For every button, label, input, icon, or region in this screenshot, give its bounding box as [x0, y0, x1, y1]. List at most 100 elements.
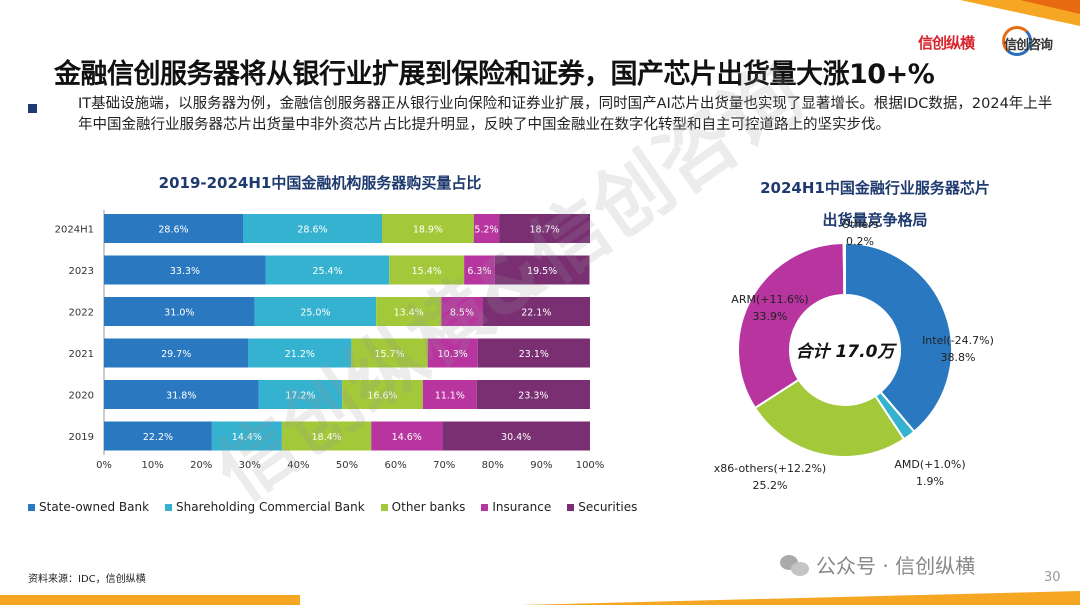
donut-value-label: 1.9%	[916, 475, 944, 488]
bar-data-label: 28.6%	[158, 225, 188, 236]
donut-value-label: 33.9%	[753, 310, 788, 323]
bar-data-label: 31.8%	[166, 391, 196, 402]
donut-category-label: AMD(+1.0%)	[894, 458, 965, 471]
corner-decoration-bottom-left	[0, 595, 300, 605]
bar-segment-other-banks-2023	[389, 255, 465, 285]
bar-segment-insurance-2024h1	[473, 214, 500, 243]
bar-data-label: 18.9%	[413, 225, 443, 236]
bar-data-label: 30.4%	[501, 432, 531, 443]
bar-data-label: 22.1%	[521, 308, 551, 319]
donut-category-label: ARM(+11.6%)	[731, 293, 808, 306]
bar-segment-shareholding-commercial-bank-2020	[258, 380, 343, 409]
bar-data-label: 18.7%	[529, 225, 559, 236]
donut-slice-x86-others-12-2	[753, 378, 906, 458]
logo-xinchuang-zixun: 信创咨询	[1000, 26, 1062, 58]
logo-text: 信创咨询	[1004, 38, 1053, 53]
legend-label: Other banks	[391, 500, 466, 514]
bar-segment-insurance-2023	[464, 255, 495, 285]
legend-swatch	[380, 503, 388, 511]
logo-circle-icon	[1002, 26, 1032, 56]
bar-data-label: 21.2%	[285, 349, 315, 360]
donut-center-total: 合计 17.0万	[796, 342, 898, 362]
legend-item-securities: Securities	[567, 500, 637, 514]
bar-data-label: 5.2%	[474, 225, 498, 236]
bar-x-tick-label: 50%	[336, 460, 358, 471]
bar-category-label: 2022	[69, 308, 94, 319]
bar-category-label: 2020	[69, 391, 94, 402]
legend-label: Securities	[578, 500, 638, 514]
bar-segment-securities-2024h1	[499, 214, 590, 243]
bar-x-tick-label: 100%	[576, 460, 605, 471]
bar-data-label: 25.4%	[312, 266, 342, 277]
donut-category-label: Intel(-24.7%)	[922, 334, 994, 347]
bar-segment-other-banks-2021	[351, 338, 428, 368]
donut-slice-arm-11-6	[737, 241, 846, 410]
bar-category-label: 2023	[69, 266, 94, 277]
bar-data-label: 29.7%	[161, 349, 191, 360]
legend-label: State-owned Bank	[39, 500, 150, 514]
donut-category-label: Others	[842, 218, 879, 231]
bullet-square-icon	[28, 104, 37, 113]
bar-data-label: 15.7%	[374, 349, 404, 360]
bar-x-tick-label: 60%	[384, 460, 406, 471]
legend-swatch	[165, 503, 173, 511]
bar-segment-other-banks-2024h1	[381, 214, 474, 243]
bar-chart-title: 2019-2024H1中国金融机构服务器购买量占比	[158, 174, 482, 192]
donut-value-label: 38.8%	[941, 351, 976, 364]
donut-value-label: 25.2%	[753, 479, 788, 492]
bar-segment-securities-2021	[477, 338, 590, 368]
bar-data-label: 14.6%	[392, 432, 422, 443]
bar-x-tick-label: 40%	[287, 460, 309, 471]
source-note: 资料来源：IDC，信创纵横	[28, 574, 146, 585]
bar-segment-state-owned-bank-2019	[104, 421, 212, 451]
bar-x-tick-label: 80%	[482, 460, 504, 471]
bar-segment-securities-2020	[476, 380, 590, 409]
legend-item-insurance: Insurance	[481, 500, 551, 514]
bar-x-tick-label: 90%	[530, 460, 552, 471]
bar-segment-insurance-2020	[422, 380, 477, 409]
bar-data-label: 31.0%	[164, 308, 194, 319]
bar-segment-insurance-2022	[441, 297, 483, 326]
bar-x-tick-label: 70%	[433, 460, 455, 471]
bar-category-label: 2021	[69, 349, 94, 360]
bar-segment-state-owned-bank-2020	[104, 380, 259, 409]
bar-segment-shareholding-commercial-bank-2024h1	[242, 214, 382, 243]
pie-chart-title-line-1: 2024H1中国金融行业服务器芯片	[760, 179, 990, 197]
bar-segment-securities-2023	[494, 255, 590, 285]
bar-data-label: 23.3%	[518, 391, 548, 402]
bar-segment-other-banks-2019	[281, 421, 372, 451]
bar-data-label: 19.5%	[527, 266, 557, 277]
bar-segment-insurance-2021	[427, 338, 478, 368]
corner-decoration-bottom-right	[520, 591, 1080, 605]
bar-data-label: 6.3%	[467, 266, 491, 277]
wechat-account-name: 公众号 · 信创纵横	[816, 554, 976, 578]
legend-item-state-owned-bank: State-owned Bank	[28, 500, 149, 514]
bar-data-label: 22.2%	[143, 432, 173, 443]
bar-data-label: 13.4%	[394, 308, 424, 319]
bar-data-label: 8.5%	[450, 308, 474, 319]
legend-swatch	[28, 503, 35, 511]
bar-x-tick-label: 30%	[239, 460, 261, 471]
corner-decoration-top-inner	[1020, 0, 1080, 14]
bar-chart-legend: State-owned Bank Shareholding Commercial …	[28, 500, 637, 514]
donut-slice-others	[842, 241, 846, 297]
bar-x-tick-label: 20%	[190, 460, 212, 471]
bar-segment-shareholding-commercial-bank-2019	[211, 421, 282, 451]
bar-x-tick-label: 10%	[141, 460, 163, 471]
bar-data-label: 18.4%	[311, 432, 341, 443]
donut-category-label: x86-others(+12.2%)	[714, 462, 826, 475]
bar-segment-securities-2022	[482, 297, 590, 326]
wechat-account: 公众号 · 信创纵横	[780, 550, 975, 579]
bar-segment-state-owned-bank-2023	[104, 255, 266, 285]
bar-data-label: 15.4%	[412, 266, 442, 277]
bar-segment-state-owned-bank-2022	[104, 297, 255, 326]
legend-item-shareholding-commercial-bank: Shareholding Commercial Bank	[165, 500, 365, 514]
bar-x-tick-label: 0%	[96, 460, 112, 471]
page-number: 30	[1044, 570, 1061, 585]
donut-value-label: 0.2%	[846, 235, 874, 248]
bar-data-label: 14.4%	[232, 432, 262, 443]
bar-data-label: 10.3%	[438, 349, 468, 360]
bar-category-label: 2024H1	[55, 225, 94, 236]
